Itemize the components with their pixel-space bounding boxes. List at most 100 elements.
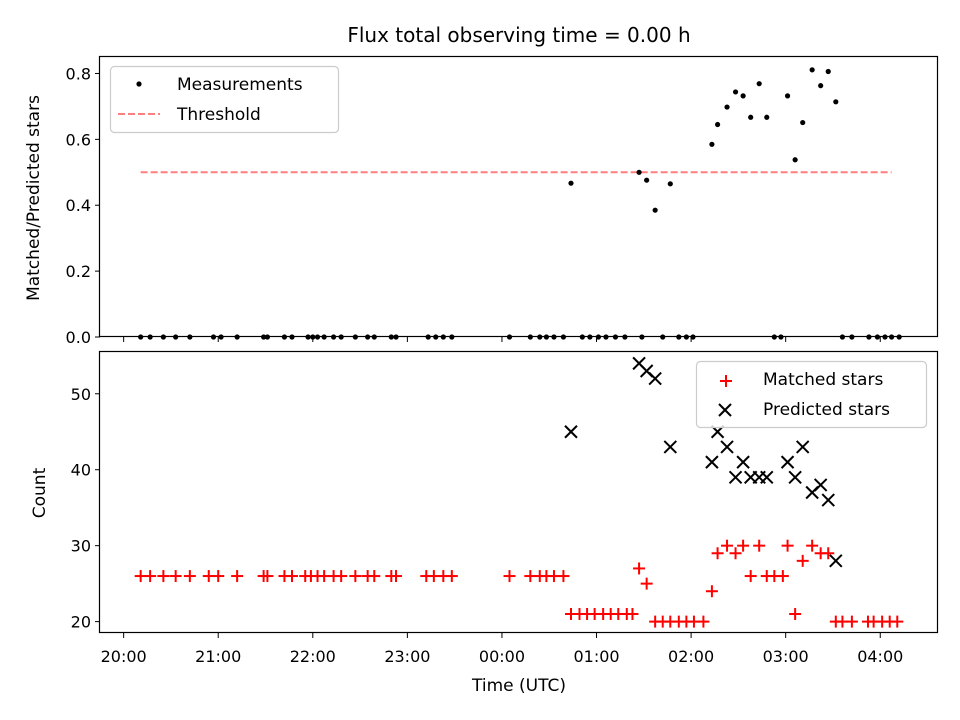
matched-point (845, 615, 858, 628)
matched-point (776, 570, 789, 583)
measurement-point (724, 104, 730, 110)
top-y-tick-label: 0.6 (66, 130, 91, 149)
matched-point (781, 539, 794, 552)
top-y-tick-label: 0.4 (66, 196, 91, 215)
measurement-point (732, 89, 739, 95)
bottom-x-tick-label: 04:00 (857, 647, 903, 666)
matched-point (335, 570, 348, 583)
legend-threshold-label: Threshold (176, 105, 261, 125)
matched-point (806, 539, 819, 552)
top-y-tick-label: 0.2 (66, 262, 91, 281)
matched-point (753, 539, 766, 552)
measurement-point (818, 83, 824, 89)
measurement-point (568, 180, 574, 186)
top-y-axis-label: Matched/Predicted stars (24, 95, 44, 301)
top-legend: Measurements Threshold (109, 65, 340, 134)
matched-point (796, 554, 809, 567)
matched-point (261, 570, 274, 583)
legend-measurements-marker (136, 81, 142, 87)
predicted-point (780, 455, 795, 469)
bottom-x-tick-label: 01:00 (573, 647, 619, 666)
matched-point (633, 562, 646, 575)
bottom-y-tick-label: 40 (71, 461, 91, 480)
top-chart-title: Flux total observing time = 0.00 h (347, 23, 690, 47)
measurement-point (714, 121, 721, 128)
bottom-y-tick-label: 20 (71, 613, 91, 632)
matched-point (697, 615, 710, 628)
matched-point (737, 539, 750, 552)
matched-point (212, 570, 225, 583)
bottom-y-axis-label: Count (30, 467, 50, 518)
predicted-point (663, 440, 678, 454)
bottom-x-tick-label: 22:00 (290, 647, 336, 666)
legend-matched-label: Matched stars (763, 370, 883, 390)
measurement-point (784, 93, 791, 99)
matched-point (368, 570, 381, 583)
matched-point (183, 570, 196, 583)
top-legend-box (109, 65, 340, 134)
legend-predicted-label: Predicted stars (763, 400, 890, 420)
matched-point (349, 570, 362, 583)
matched-point (705, 585, 718, 598)
predicted-point (648, 371, 662, 386)
measurement-point (756, 81, 762, 87)
matched-point (789, 608, 802, 621)
measurement-point (636, 169, 642, 175)
measurement-point (748, 114, 754, 120)
legend-predicted-marker (718, 403, 732, 417)
matched-point (390, 570, 403, 583)
measurement-point (709, 141, 715, 147)
top-plot-area: 0.0 0.2 0.4 0.6 0.8 (66, 64, 902, 347)
bottom-plot-area: 20 30 40 50 20:00 21:00 22:00 23:00 00:00 01:00 02… (71, 356, 904, 666)
matched-point (640, 577, 653, 590)
measurement-point (652, 207, 658, 213)
measurement-point (800, 119, 806, 126)
matched-point (157, 570, 170, 583)
bottom-panel: Count Time (UTC) 20 30 40 50 20:00 21:00 22:00… (30, 350, 939, 696)
predicted-point (705, 455, 719, 469)
matched-point (144, 570, 157, 583)
predicted-point (736, 455, 750, 469)
bottom-x-tick-label: 21:00 (195, 647, 241, 666)
legend-measurements-label: Measurements (177, 75, 303, 95)
matched-point (169, 570, 182, 583)
predicted-point (760, 470, 774, 485)
bottom-y-tick-label: 30 (71, 537, 91, 556)
matched-point (744, 570, 757, 583)
measurement-point (644, 177, 650, 183)
bottom-x-tick-label: 02:00 (668, 647, 714, 666)
bottom-legend-box (695, 360, 928, 429)
bottom-legend: Matched stars Predicted stars (695, 360, 928, 429)
matched-point (626, 608, 639, 621)
predicted-point (564, 425, 578, 439)
measurement-point (740, 93, 746, 99)
bottom-y-tick-label: 50 (71, 385, 91, 404)
legend-matched-marker (720, 375, 732, 387)
predicted-point (829, 554, 843, 568)
predicted-point (813, 478, 828, 492)
top-axes-frame (98, 55, 939, 338)
matched-point (721, 539, 734, 552)
matched-point (711, 547, 724, 560)
predicted-point (728, 470, 743, 485)
predicted-point (795, 440, 810, 454)
matched-point (503, 570, 516, 583)
measurement-point (809, 67, 815, 73)
measurement-point (792, 157, 798, 163)
matched-point (729, 547, 742, 560)
matched-point (891, 615, 904, 628)
measurement-point (825, 68, 831, 75)
matched-point (231, 570, 244, 583)
top-panel: Flux total observing time = 0.00 h Match… (24, 23, 939, 347)
measurement-point (833, 99, 839, 105)
top-y-tick-label: 0.0 (66, 328, 91, 347)
bottom-x-axis-label: Time (UTC) (471, 676, 566, 696)
matched-point (822, 547, 835, 560)
bottom-x-tick-label: 20:00 (101, 647, 147, 666)
predicted-point (821, 493, 835, 507)
top-y-tick-label: 0.8 (66, 64, 91, 83)
predicted-point (788, 470, 802, 485)
predicted-point (720, 440, 734, 454)
bottom-x-tick-label: 03:00 (763, 647, 809, 666)
